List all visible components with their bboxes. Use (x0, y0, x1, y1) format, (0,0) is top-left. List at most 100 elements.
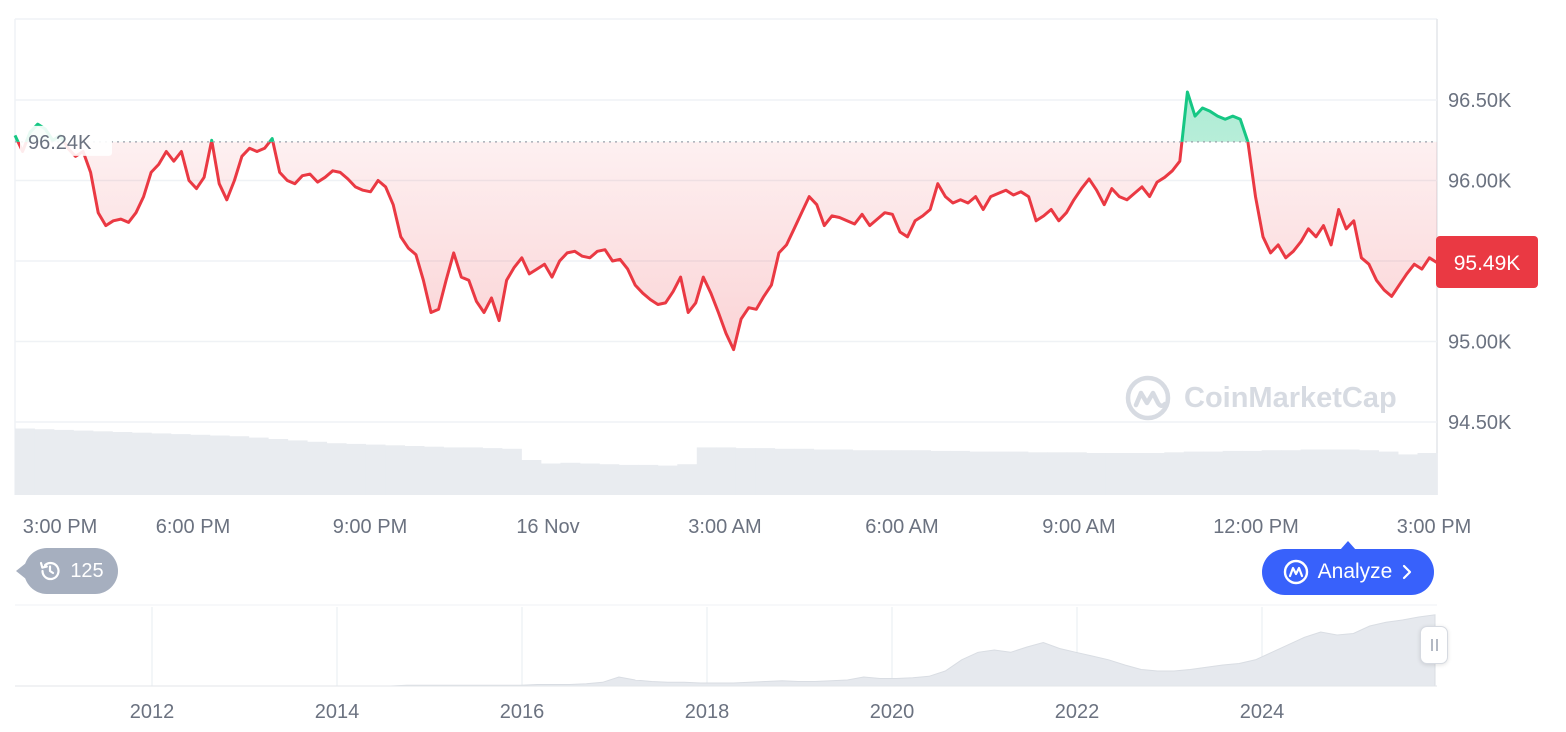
volume-bar (969, 451, 990, 495)
volume-bar (950, 450, 970, 495)
navigator-area (15, 614, 1436, 687)
volume-bar (424, 446, 444, 495)
volume-bar (1144, 453, 1165, 495)
x-tick-label: 6:00 AM (865, 516, 938, 538)
volume-bar (1261, 450, 1282, 495)
volume-bar (170, 434, 191, 495)
volume-bar (1047, 452, 1068, 495)
volume-bar (307, 441, 328, 495)
analyze-label: Analyze (1317, 560, 1393, 583)
volume-bar (1378, 451, 1399, 495)
navigator-year-label: 2020 (870, 701, 915, 723)
navigator-year-label: 2016 (500, 701, 545, 723)
volume-bar (618, 464, 639, 495)
volume-bar (1105, 453, 1126, 495)
volume-bar (1222, 450, 1243, 495)
volume-bar (677, 464, 698, 495)
volume-bar (326, 443, 347, 495)
volume-bar (1417, 453, 1438, 495)
navigator-year-label: 2018 (685, 701, 730, 723)
reference-label: 96.24K (20, 125, 112, 156)
y-tick-label: 96.50K (1448, 90, 1512, 112)
volume-bar (73, 430, 94, 495)
volume-bar (1008, 451, 1029, 495)
volume-bar (53, 429, 74, 495)
volume-bar (482, 448, 503, 495)
volume-bar (248, 437, 269, 495)
volume-bar (1281, 450, 1302, 495)
x-axis-labels: 3:00 PM 6:00 PM 9:00 PM 16 Nov 3:00 AM 6:00 A… (23, 516, 1471, 538)
volume-bar (229, 436, 250, 495)
x-tick-label: 3:00 AM (688, 516, 761, 538)
price-line-above (13, 90, 1250, 142)
volume-bar (813, 449, 834, 495)
volume-bar (463, 447, 483, 495)
volume-bar (501, 448, 522, 495)
volume-bar (852, 450, 873, 495)
volume-bar (287, 440, 308, 495)
x-tick-label: 16 Nov (516, 516, 579, 538)
coinmarketcap-watermark: CoinMarketCap (1124, 374, 1397, 422)
volume-bar (404, 446, 425, 495)
navigator-year-label: 2024 (1240, 701, 1285, 723)
volume-bar (521, 460, 542, 495)
handle-grip-right (1435, 639, 1438, 651)
volume-bar (365, 444, 386, 495)
volume-bar (1086, 453, 1107, 495)
volume-bar (696, 447, 717, 495)
volume-bar (190, 434, 211, 495)
analyze-button[interactable]: Analyze (1262, 541, 1434, 595)
volume-bar (34, 429, 55, 495)
analyze-ai-icon (1283, 559, 1308, 585)
navigator-year-label: 2022 (1055, 701, 1100, 723)
x-tick-label: 6:00 PM (156, 516, 230, 538)
chevron-right-icon (1403, 564, 1412, 580)
volume-bar (735, 448, 756, 495)
coinmarketcap-logo-icon (1125, 375, 1171, 421)
handle-grip-left (1430, 639, 1433, 651)
current-price-tag: 95.49K (1436, 236, 1538, 288)
x-tick-label: 3:00 PM (1397, 516, 1471, 538)
volume-bar (911, 450, 931, 495)
navigator-year-label: 2014 (315, 701, 360, 723)
volume-bar (1125, 453, 1146, 495)
volume-bar (833, 449, 854, 495)
y-tick-label: 96.00K (1448, 171, 1512, 193)
volume-bar (1320, 449, 1341, 495)
volume-bar (209, 435, 230, 495)
volume-bar (112, 432, 133, 495)
x-tick-label: 9:00 AM (1042, 516, 1115, 538)
volume-bar (151, 433, 172, 495)
y-tick-label: 95.00K (1448, 332, 1512, 354)
current-price-label: 95.49K (1454, 252, 1521, 275)
price-areas (15, 92, 1437, 350)
volume-bar (1183, 451, 1204, 495)
volume-bar (579, 463, 600, 495)
volume-bar (1027, 452, 1048, 495)
x-tick-label: 12:00 PM (1213, 516, 1299, 538)
navigator-year-label: 2012 (130, 701, 175, 723)
volume-bar (716, 447, 737, 495)
volume-bar (268, 439, 289, 495)
price-line-below (16, 141, 1438, 352)
volume-bar (131, 432, 152, 495)
navigator-range-handle[interactable] (1420, 626, 1448, 664)
history-button[interactable]: 125 (16, 548, 118, 594)
volume-bar (1242, 450, 1263, 495)
volume-bar (385, 445, 405, 495)
current-price-badge (1436, 236, 1538, 288)
volume-bar (891, 450, 912, 495)
volume-bar (92, 431, 113, 495)
volume-bar (1300, 449, 1321, 495)
volume-bar (599, 464, 620, 495)
x-tick-label: 3:00 PM (23, 516, 97, 538)
volume-bar (755, 448, 776, 495)
watermark-text: CoinMarketCap (1184, 381, 1397, 414)
volume-bar (930, 450, 951, 495)
history-clock-icon (40, 561, 60, 581)
x-tick-label: 9:00 PM (333, 516, 407, 538)
navigator-axis-labels: 2012 2014 2016 2018 2020 2022 2024 (130, 701, 1285, 723)
volume-bar (1066, 452, 1087, 495)
volume-bar (560, 462, 581, 495)
volume-bar (15, 428, 35, 495)
